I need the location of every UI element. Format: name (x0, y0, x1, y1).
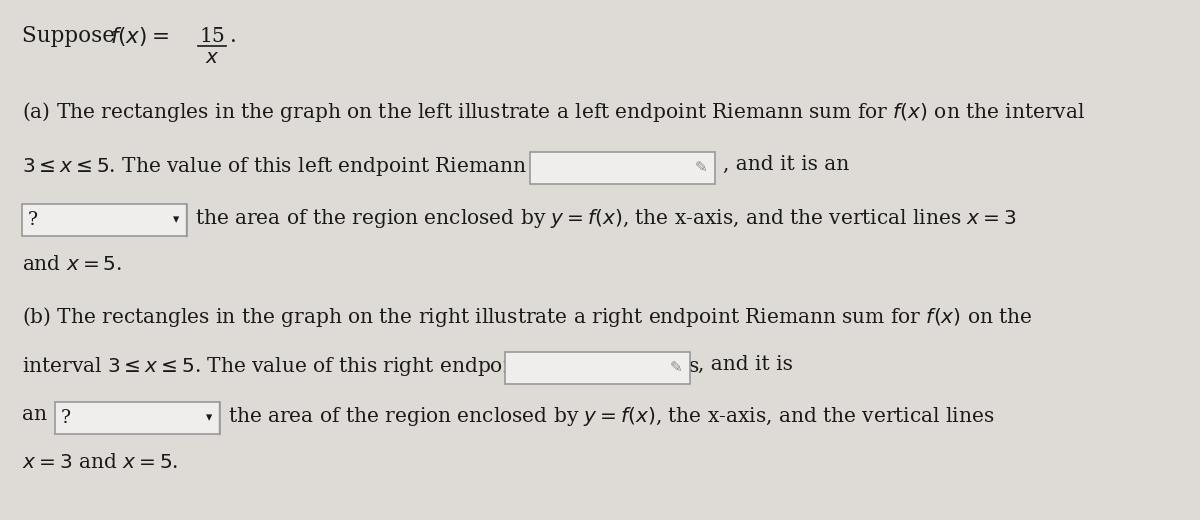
Text: ✎: ✎ (670, 360, 682, 375)
Text: $f(x) =$: $f(x) =$ (110, 25, 169, 48)
Text: Suppose: Suppose (22, 25, 122, 47)
Text: $x = 3$ and $x = 5$.: $x = 3$ and $x = 5$. (22, 453, 179, 472)
Text: an: an (22, 405, 47, 424)
Text: ?: ? (61, 409, 71, 427)
Text: $x$: $x$ (205, 48, 220, 67)
FancyBboxPatch shape (505, 352, 690, 384)
Text: and $x = 5$.: and $x = 5$. (22, 255, 122, 274)
Text: ✎: ✎ (695, 161, 707, 175)
Text: 15: 15 (199, 27, 224, 46)
FancyBboxPatch shape (22, 204, 187, 236)
Text: ?: ? (28, 211, 38, 229)
FancyBboxPatch shape (530, 152, 715, 184)
Text: $3 \leq x \leq 5$. The value of this left endpoint Riemann sum is: $3 \leq x \leq 5$. The value of this lef… (22, 155, 598, 178)
Text: , and it is: , and it is (698, 355, 793, 374)
Text: the area of the region enclosed by $y = f(x)$, the x-axis, and the vertical line: the area of the region enclosed by $y = … (194, 207, 1016, 230)
Text: .: . (230, 25, 236, 47)
Text: , and it is an: , and it is an (722, 155, 850, 174)
FancyBboxPatch shape (55, 402, 220, 434)
Text: (b) The rectangles in the graph on the right illustrate a right endpoint Riemann: (b) The rectangles in the graph on the r… (22, 305, 1032, 329)
Text: ▾: ▾ (173, 214, 179, 227)
Text: ▾: ▾ (205, 411, 212, 424)
Text: interval $3 \leq x \leq 5$. The value of this right endpoint Riemann sum is: interval $3 \leq x \leq 5$. The value of… (22, 355, 700, 378)
Text: (a) The rectangles in the graph on the left illustrate a left endpoint Riemann s: (a) The rectangles in the graph on the l… (22, 100, 1085, 124)
Text: the area of the region enclosed by $y = f(x)$, the x-axis, and the vertical line: the area of the region enclosed by $y = … (228, 405, 995, 428)
